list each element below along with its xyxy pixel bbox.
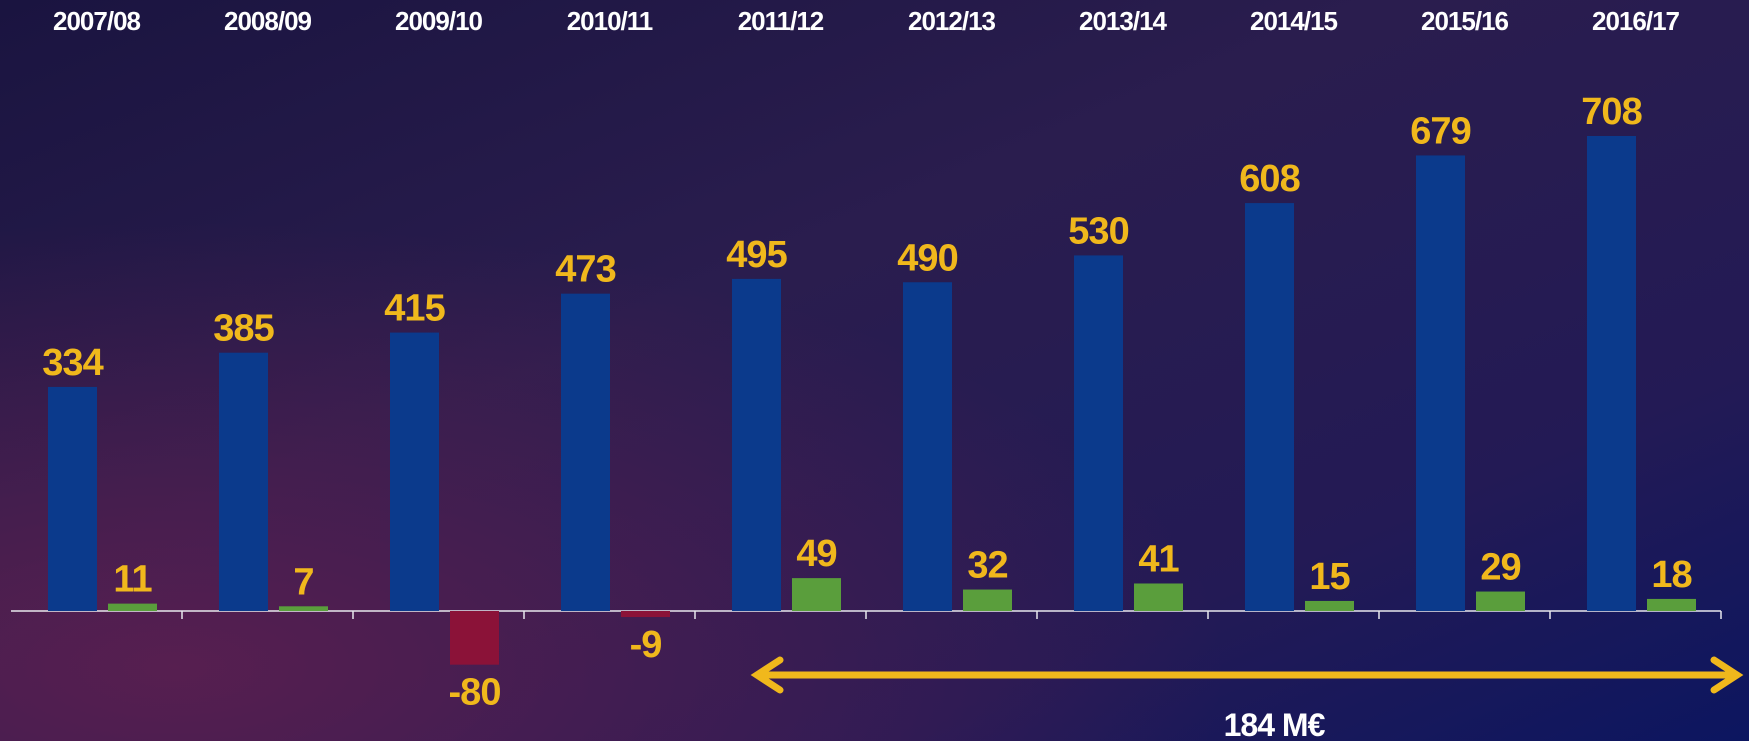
x-tick-label: 2009/10	[395, 6, 483, 36]
data-label: 415	[384, 288, 445, 330]
data-label: 490	[897, 237, 957, 279]
data-label: -9	[630, 624, 662, 666]
bar	[390, 332, 439, 611]
bar	[279, 606, 328, 611]
x-tick-label: 2016/17	[1592, 6, 1680, 36]
bar	[1476, 591, 1525, 611]
x-tick-label: 2013/14	[1079, 6, 1168, 36]
data-label: 708	[1581, 91, 1641, 133]
data-label: 41	[1138, 538, 1179, 580]
data-label: 495	[726, 234, 787, 276]
data-label: 32	[967, 545, 1007, 587]
bar	[1416, 155, 1465, 611]
annotation: 184 M€	[1224, 707, 1326, 741]
x-tick-label: 2012/13	[908, 6, 996, 36]
data-label: 385	[213, 308, 274, 350]
bar	[1245, 203, 1294, 611]
arrow	[750, 656, 1744, 694]
bar	[1305, 600, 1354, 611]
bar	[1647, 598, 1696, 611]
bar	[732, 278, 781, 611]
x-tick-label: 2010/11	[567, 6, 653, 36]
bar	[219, 352, 268, 611]
x-tick-label: 2015/16	[1421, 6, 1509, 36]
data-label: 49	[796, 533, 836, 575]
x-tick-label: 2014/15	[1250, 6, 1338, 36]
bar	[903, 282, 952, 611]
x-tick-label: 2011/12	[738, 6, 824, 36]
data-label: 530	[1068, 210, 1128, 252]
x-tick-label: 2007/08	[53, 6, 141, 36]
bar	[450, 611, 499, 665]
bar	[621, 611, 670, 618]
data-label: 18	[1651, 554, 1691, 596]
x-tick-label: 2008/09	[224, 6, 312, 36]
bar	[792, 578, 841, 611]
bar	[1587, 136, 1636, 611]
data-label: 11	[113, 559, 152, 601]
bar	[48, 386, 97, 611]
data-label: 473	[555, 249, 615, 291]
data-label: -80	[449, 672, 501, 714]
bar	[108, 603, 157, 611]
data-label: 15	[1309, 556, 1350, 598]
bar	[1074, 255, 1123, 611]
bar	[963, 589, 1012, 611]
data-label: 29	[1480, 547, 1520, 589]
data-label: 7	[293, 561, 313, 603]
bar	[1134, 583, 1183, 611]
data-label: 334	[42, 342, 103, 384]
data-label: 608	[1239, 158, 1299, 200]
bar	[561, 293, 610, 611]
data-label: 679	[1410, 110, 1470, 152]
